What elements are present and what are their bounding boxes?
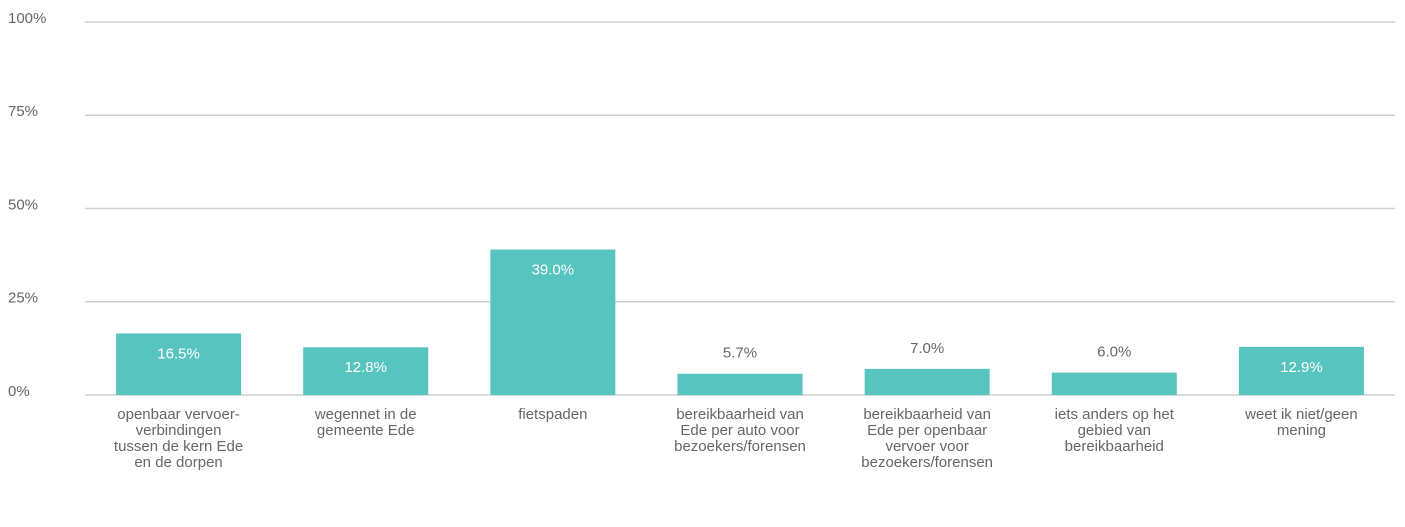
value-label: 39.0%	[532, 261, 575, 278]
y-tick-label: 0%	[8, 383, 30, 400]
bar	[303, 347, 429, 395]
y-tick-label: 100%	[8, 10, 46, 27]
bar	[1051, 372, 1177, 395]
value-label: 12.9%	[1280, 359, 1323, 376]
x-tick-label: iets anders op het gebied van bereikbaar…	[1054, 406, 1174, 455]
x-tick-label: weet ik niet/geen mening	[1245, 406, 1358, 439]
bar	[490, 249, 616, 395]
x-tick-label: openbaar vervoer-verbindingen tussen de …	[113, 406, 244, 471]
y-tick-label: 75%	[8, 103, 38, 120]
x-tick-label: bereikbaarheid van Ede per auto voor bez…	[674, 406, 806, 455]
value-label: 6.0%	[1097, 344, 1131, 361]
bar	[1238, 346, 1364, 395]
value-label: 7.0%	[910, 340, 944, 357]
bar	[677, 373, 803, 395]
x-tick-label: fietspaden	[518, 406, 588, 423]
y-tick-label: 25%	[8, 290, 38, 307]
y-tick-label: 50%	[8, 196, 38, 213]
x-tick-label: bereikbaarheid van Ede per openbaar verv…	[861, 406, 994, 471]
value-label: 5.7%	[723, 345, 757, 362]
bar	[864, 368, 990, 395]
bar	[116, 333, 242, 395]
value-label: 16.5%	[157, 345, 200, 362]
value-label: 12.8%	[344, 359, 387, 376]
x-tick-label: wegennet in de gemeente Ede	[314, 406, 417, 439]
